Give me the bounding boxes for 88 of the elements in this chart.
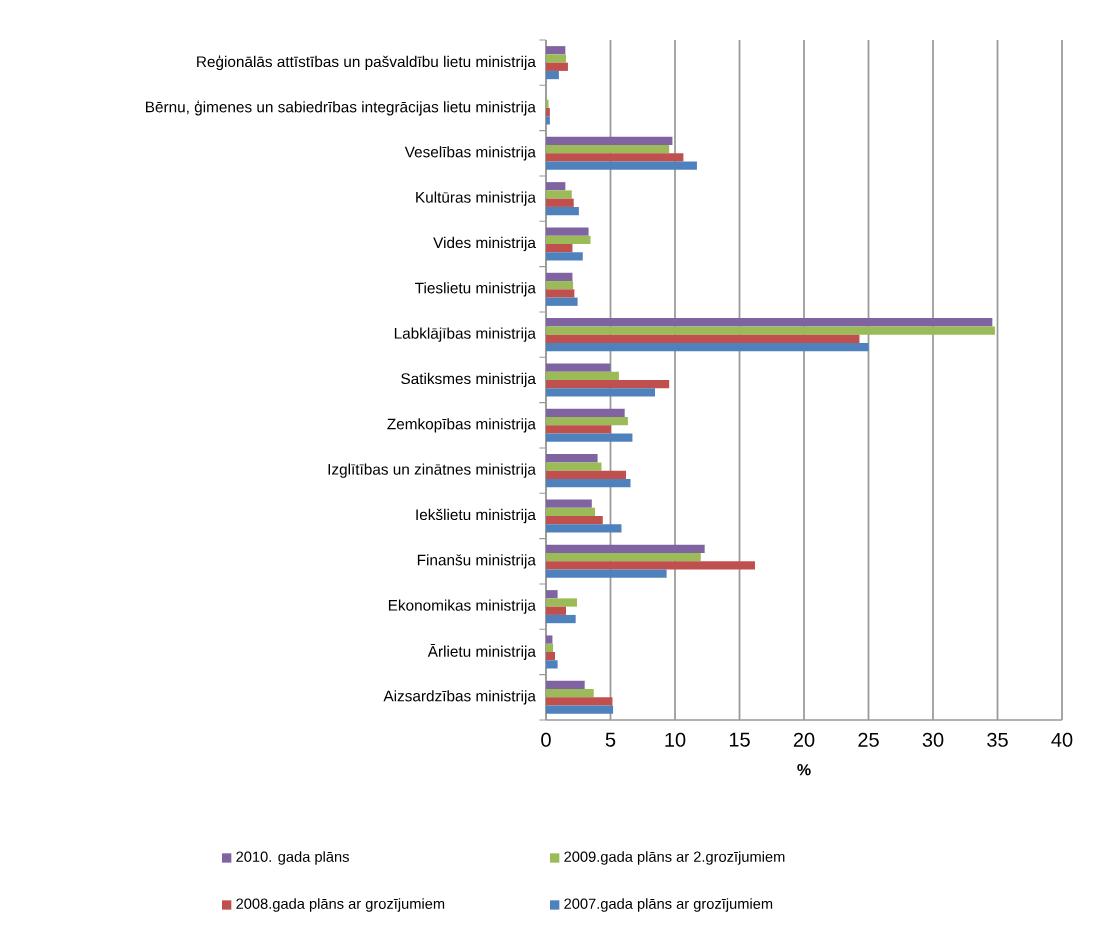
bar: [546, 697, 613, 706]
bar: [546, 54, 566, 63]
bar: [546, 553, 701, 562]
bar: [546, 462, 602, 471]
x-tick-label: 25: [858, 732, 879, 747]
bar: [546, 99, 549, 108]
bar: [546, 326, 995, 335]
y-tick-label: Kultūras ministrija: [416, 191, 536, 206]
y-tick-label: Tieslietu ministrija: [415, 282, 536, 297]
bar: [546, 161, 697, 170]
bar: [546, 606, 566, 615]
y-tick-label: Vides ministrija: [433, 236, 536, 252]
bar: [546, 198, 574, 207]
bar: [546, 515, 603, 525]
y-tick-label: Veselības ministrija: [404, 146, 536, 161]
y-tick-label: Ekonomikas ministrija: [388, 599, 536, 614]
bar: [546, 190, 572, 199]
bar: [546, 598, 577, 607]
y-tick-label: Iekšlietu ministrija: [416, 508, 536, 524]
bar: [546, 371, 619, 380]
x-tick-label: 20: [793, 732, 815, 747]
bar: [546, 651, 556, 661]
bar: [546, 235, 591, 244]
bar: [546, 379, 670, 389]
bar: [546, 334, 860, 343]
legend-label: 2007.gada plāns ar grozījumiem: [564, 898, 773, 912]
bar: [546, 252, 583, 261]
bar: [546, 635, 553, 644]
bar: [546, 524, 622, 533]
bar: [546, 408, 625, 418]
bar: [546, 363, 611, 372]
bar: [546, 561, 755, 570]
x-axis-title: %: [797, 764, 811, 776]
bar: [546, 70, 559, 80]
x-tick-label: 15: [729, 732, 750, 747]
bar: [546, 243, 573, 253]
bar: [546, 590, 558, 599]
y-tick-label: Finanšu ministrija: [417, 554, 536, 569]
bar: [546, 145, 670, 154]
bar: [546, 153, 684, 162]
bar: [546, 705, 614, 714]
bar: [546, 689, 594, 698]
bar: [546, 107, 550, 117]
bar: [546, 499, 592, 508]
y-tick-label: Bērnu, ģimenes un sabiedrības integrācijas lietu ministrija: [146, 100, 536, 116]
bar: [546, 388, 656, 397]
bar: [546, 289, 575, 298]
bar: [546, 136, 673, 146]
bar: [546, 116, 550, 125]
legend-label: 2010. gada plāns: [236, 851, 349, 865]
y-tick-label: Labklājības ministrija: [394, 327, 536, 342]
bar: [546, 318, 993, 327]
y-tick-label: Aizsardzības ministrija: [383, 690, 536, 705]
y-tick-label: Satiksmes ministrija: [401, 372, 536, 388]
bar: [546, 206, 579, 216]
x-tick-label: 35: [987, 732, 1008, 747]
x-tick-label: 10: [665, 732, 686, 747]
bar: [546, 417, 628, 426]
bar: [546, 544, 705, 554]
bar: [546, 433, 633, 442]
bar: [546, 342, 869, 352]
y-tick-label: Reģionālās attīstības un pašvaldību lietu ministrija: [197, 55, 536, 71]
bar: [546, 62, 568, 71]
legend-label: 2009.gada plāns ar 2.grozījumiem: [564, 851, 785, 865]
bar: [546, 470, 626, 479]
x-tick-label: 40: [1051, 732, 1073, 747]
x-tick-label: 30: [922, 732, 944, 747]
bar: [546, 643, 554, 652]
bar: [546, 182, 566, 191]
bar: [546, 680, 585, 690]
bar: [546, 46, 566, 55]
y-tick-label: Izglītības un zinātnes ministrija: [328, 463, 536, 478]
bar: [546, 507, 596, 516]
bar: [546, 272, 573, 282]
bar: [546, 478, 631, 488]
bar: [546, 614, 576, 624]
x-tick-label: 5: [605, 732, 616, 747]
bar: [546, 297, 578, 306]
bar: [546, 569, 667, 578]
bar: [546, 660, 558, 669]
bar: [546, 227, 589, 236]
bar: [546, 454, 598, 463]
x-tick-label: 0: [541, 732, 551, 747]
y-tick-label: Zemkopības ministrija: [387, 418, 536, 433]
legend-label: 2008.gada plāns ar grozījumiem: [236, 898, 445, 912]
y-tick-label: Ārlietu ministrija: [427, 644, 536, 660]
bar: [546, 425, 612, 434]
bar: [546, 281, 574, 290]
